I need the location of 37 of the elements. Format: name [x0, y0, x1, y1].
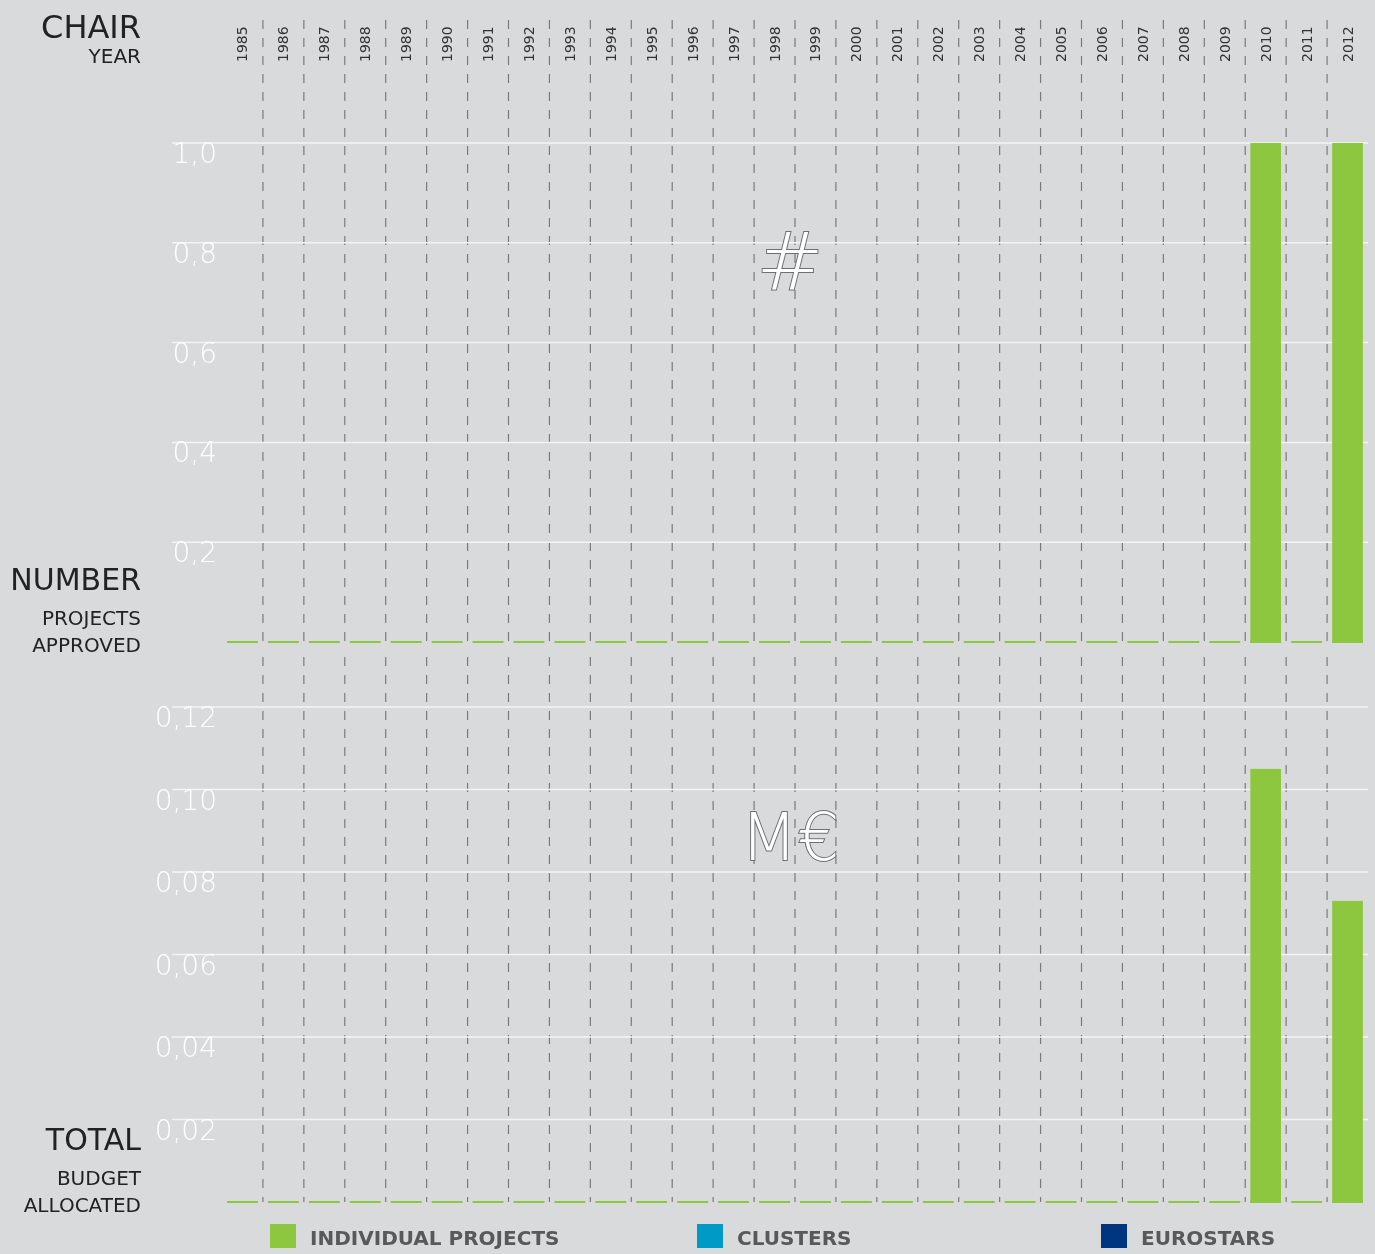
x-tick-label: 1996 — [684, 26, 701, 62]
x-tick-label: 1986 — [275, 26, 292, 62]
x-tick-label: 1985 — [234, 26, 251, 62]
legend-label: CLUSTERS — [737, 1226, 852, 1250]
x-axis-title: YEAR — [87, 44, 142, 68]
y-axis-title: NUMBER PROJECTS APPROVED — [10, 562, 141, 657]
x-tick-label: 1987 — [316, 26, 333, 62]
x-tick-label: 2012 — [1339, 26, 1356, 62]
x-tick-label: 2001 — [889, 26, 906, 62]
x-tick-label: 1988 — [357, 26, 374, 62]
x-tick-label: 1995 — [643, 26, 660, 62]
legend-label: INDIVIDUAL PROJECTS — [310, 1226, 560, 1250]
x-tick-label: 2009 — [1216, 26, 1233, 62]
y-axis-title: TOTAL BUDGET ALLOCATED — [23, 1122, 142, 1217]
x-tick-label: 2006 — [1093, 26, 1110, 62]
annotation: M€ — [740, 799, 840, 876]
x-tick-label: 1998 — [766, 26, 783, 62]
x-tick-label: 1991 — [480, 26, 497, 62]
x-tick-label: 2003 — [971, 26, 988, 62]
x-tick-label: 1999 — [807, 26, 824, 62]
x-tick-label: 1992 — [520, 26, 537, 62]
legend-label: EUROSTARS — [1141, 1226, 1276, 1250]
x-tick-label: 2007 — [1134, 26, 1151, 62]
x-tick-label: 1990 — [439, 26, 456, 62]
x-tick-label: 2000 — [848, 26, 865, 62]
x-tick-label: 1993 — [561, 26, 578, 62]
x-tick-label: 2008 — [1175, 26, 1192, 62]
annotation: # — [756, 216, 824, 309]
x-tick-label: 2011 — [1298, 26, 1315, 62]
chart-title: CHAIR — [41, 8, 141, 46]
x-tick-label: 2004 — [1012, 26, 1029, 62]
x-tick-label: 2002 — [930, 26, 947, 62]
x-tick-label: 1994 — [602, 26, 619, 62]
x-tick-label: 2010 — [1257, 26, 1274, 62]
x-tick-label: 1997 — [725, 26, 742, 62]
x-tick-label: 2005 — [1053, 26, 1070, 62]
x-tick-label: 1989 — [398, 26, 415, 62]
